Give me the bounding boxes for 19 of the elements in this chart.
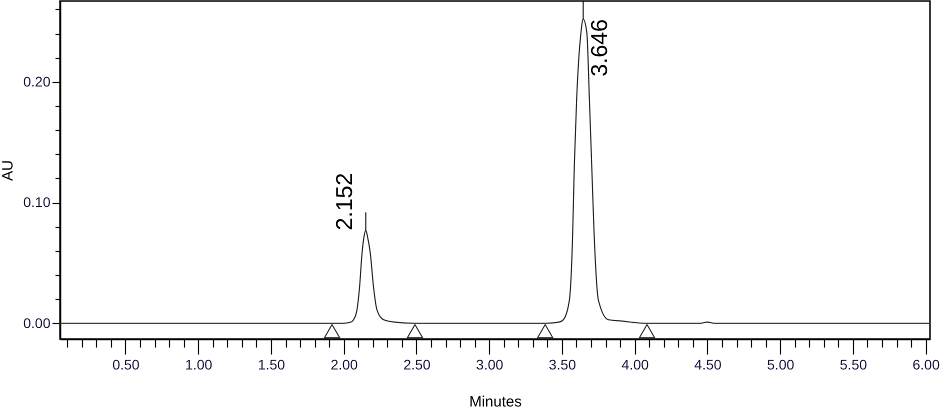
x-tick-label: 2.50 <box>403 356 431 372</box>
x-tick-label: 6.00 <box>912 356 940 372</box>
x-tick-label: 5.50 <box>840 356 868 372</box>
x-tick-label: 1.00 <box>185 356 213 372</box>
y-tick-label: 0.20 <box>23 73 51 90</box>
x-tick-label: 5.00 <box>767 356 794 372</box>
x-tick-label: 3.50 <box>548 356 576 372</box>
x-tick-label: 0.50 <box>112 356 140 372</box>
y-axis-title: AU <box>0 160 16 181</box>
y-tick-label: 0.00 <box>23 314 51 331</box>
x-axis-title: Minutes <box>469 394 522 410</box>
x-tick-label: 4.00 <box>622 356 649 372</box>
x-tick-label: 4.50 <box>694 356 722 372</box>
y-tick-label: 0.10 <box>23 194 51 210</box>
annotation: 3.646 <box>586 19 612 77</box>
annotation: 2.152 <box>330 172 357 230</box>
x-tick-label: 1.50 <box>258 356 286 372</box>
x-tick-label: 3.00 <box>476 356 504 372</box>
x-tick-label: 2.00 <box>330 356 358 372</box>
